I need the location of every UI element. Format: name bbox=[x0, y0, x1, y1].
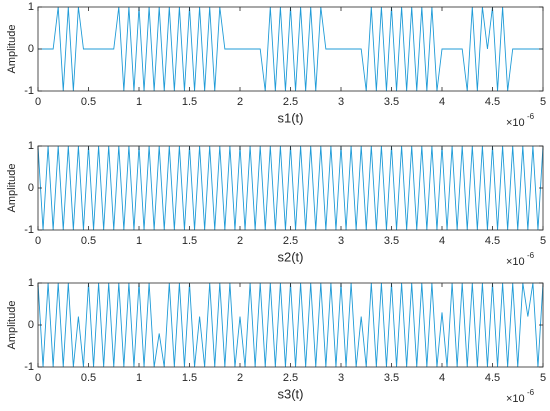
y-axis-label: Amplitude bbox=[6, 164, 18, 213]
x-tick-label: 1.5 bbox=[182, 372, 197, 384]
x-tick-label: 3.5 bbox=[384, 372, 399, 384]
x-exponent-power: -6 bbox=[527, 388, 535, 397]
y-axis-label: Amplitude bbox=[6, 25, 18, 74]
y-tick-label: 0 bbox=[28, 319, 34, 331]
y-tick-label: -1 bbox=[24, 85, 34, 97]
x-tick-label: 3 bbox=[338, 96, 344, 108]
x-tick-label: 0 bbox=[35, 96, 41, 108]
x-tick-label: 1.5 bbox=[182, 96, 197, 108]
x-tick-label: 5 bbox=[540, 96, 546, 108]
x-tick-label: 4.5 bbox=[485, 235, 500, 247]
y-tick-label: 1 bbox=[28, 277, 34, 289]
x-exponent-power: -6 bbox=[527, 112, 535, 121]
x-tick-label: 1 bbox=[136, 96, 142, 108]
x-tick-label: 5 bbox=[540, 235, 546, 247]
x-axis-label: s1(t) bbox=[278, 110, 304, 125]
y-tick-label: 1 bbox=[28, 1, 34, 13]
x-tick-label: 0.5 bbox=[81, 96, 96, 108]
x-axis-label: s2(t) bbox=[278, 249, 304, 264]
x-tick-label: 2 bbox=[237, 96, 243, 108]
x-tick-label: 3.5 bbox=[384, 96, 399, 108]
x-exponent-base: ×10 bbox=[506, 256, 525, 268]
x-tick-label: 1 bbox=[136, 235, 142, 247]
x-tick-label: 1.5 bbox=[182, 235, 197, 247]
y-tick-label: -1 bbox=[24, 361, 34, 373]
x-exponent-power: -6 bbox=[527, 251, 535, 260]
y-tick-label: 0 bbox=[28, 182, 34, 194]
x-tick-label: 2.5 bbox=[283, 96, 298, 108]
x-tick-label: 3 bbox=[338, 372, 344, 384]
signal-line bbox=[37, 282, 544, 368]
signal-line bbox=[38, 6, 543, 92]
x-tick-label: 4 bbox=[439, 235, 445, 247]
signal-line bbox=[37, 145, 544, 231]
x-tick-label: 3 bbox=[338, 235, 344, 247]
axes-box bbox=[37, 282, 544, 368]
y-tick-label: 1 bbox=[28, 140, 34, 152]
x-tick-label: 0.5 bbox=[81, 235, 96, 247]
x-tick-label: 2.5 bbox=[283, 372, 298, 384]
x-tick-label: 0 bbox=[35, 372, 41, 384]
x-tick-label: 4.5 bbox=[485, 372, 500, 384]
x-axis-label: s3(t) bbox=[278, 386, 304, 401]
x-tick-label: 4 bbox=[439, 372, 445, 384]
x-tick-label: 4 bbox=[439, 96, 445, 108]
x-tick-label: 0.5 bbox=[81, 372, 96, 384]
x-exponent-base: ×10 bbox=[506, 393, 525, 405]
y-tick-label: -1 bbox=[24, 224, 34, 236]
axes-box bbox=[37, 145, 544, 231]
y-axis-label: Amplitude bbox=[6, 301, 18, 350]
x-tick-label: 3.5 bbox=[384, 235, 399, 247]
x-tick-label: 2 bbox=[237, 372, 243, 384]
x-tick-label: 0 bbox=[35, 235, 41, 247]
x-tick-label: 1 bbox=[136, 372, 142, 384]
x-tick-label: 2 bbox=[237, 235, 243, 247]
x-tick-label: 5 bbox=[540, 372, 546, 384]
x-tick-label: 2.5 bbox=[283, 235, 298, 247]
x-exponent-base: ×10 bbox=[506, 117, 525, 129]
y-tick-label: 0 bbox=[28, 43, 34, 55]
x-tick-label: 4.5 bbox=[485, 96, 500, 108]
